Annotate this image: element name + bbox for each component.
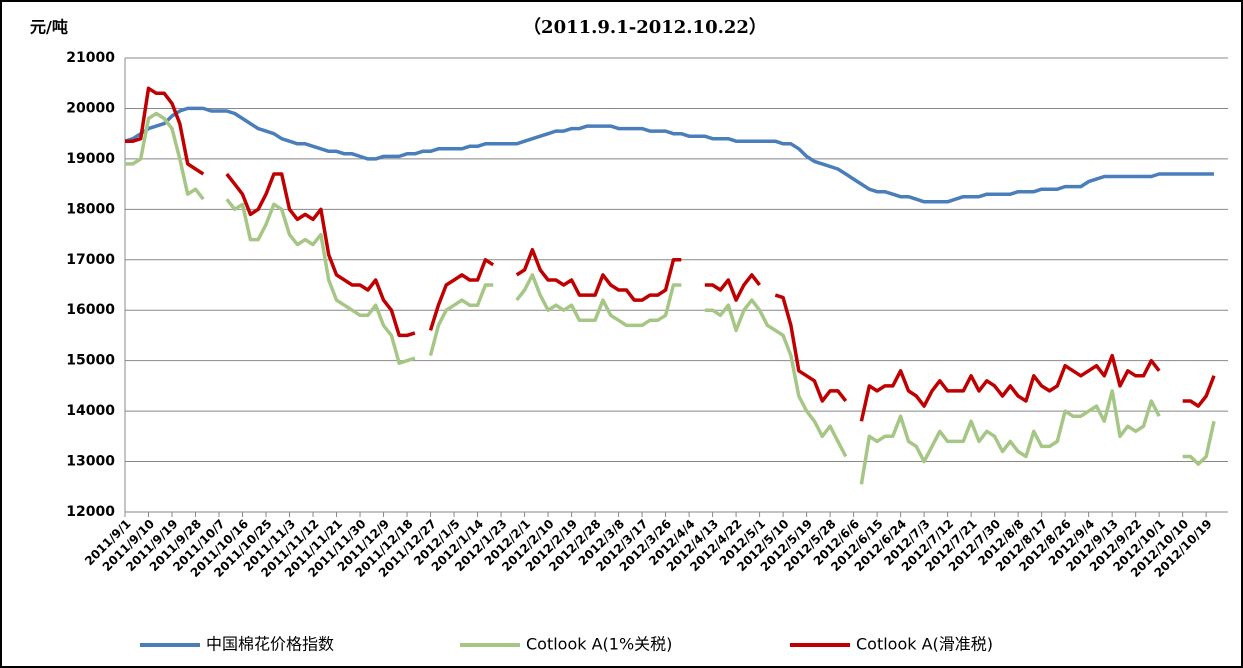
y-tick-label: 12000 bbox=[66, 504, 115, 520]
y-tick-label: 21000 bbox=[66, 50, 115, 66]
y-tick-label: 15000 bbox=[66, 353, 115, 369]
y-tick-label: 20000 bbox=[66, 100, 115, 116]
legend-label: Cotlook A(滑准税) bbox=[856, 635, 993, 654]
y-tick-label: 17000 bbox=[66, 252, 115, 268]
y-tick-label: 14000 bbox=[66, 403, 115, 419]
y-axis-label: 元/吨 bbox=[30, 18, 68, 37]
y-tick-label: 13000 bbox=[66, 454, 115, 470]
series-line bbox=[125, 86, 1216, 422]
series-line bbox=[124, 106, 1214, 204]
legend-label: Cotlook A(1%关税) bbox=[526, 635, 672, 654]
y-tick-label: 18000 bbox=[66, 201, 115, 217]
y-tick-label: 19000 bbox=[66, 151, 115, 167]
chart-title: （2011.9.1-2012.10.22） bbox=[523, 17, 767, 38]
legend-label: 中国棉花价格指数 bbox=[206, 635, 334, 654]
y-tick-label: 16000 bbox=[66, 302, 115, 318]
series-line bbox=[125, 111, 1216, 485]
